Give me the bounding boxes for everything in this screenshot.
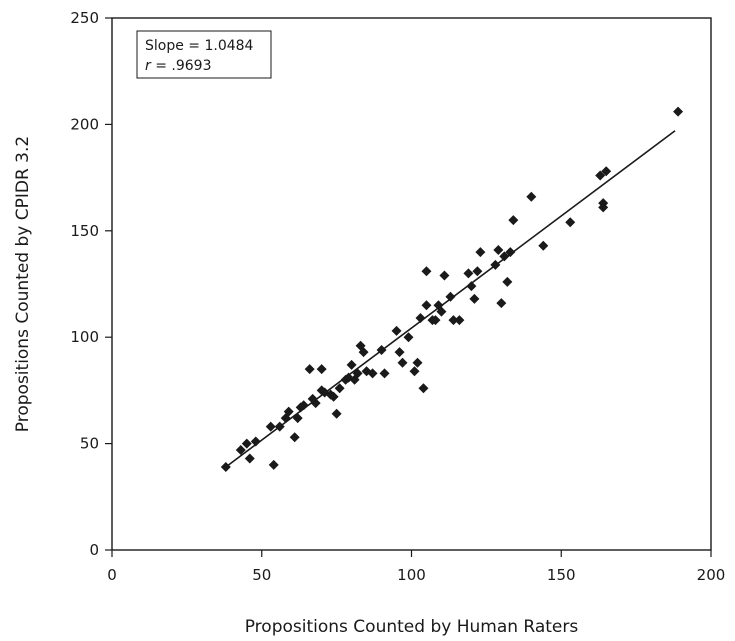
axis-ticks: 0 50 100 150 200 0 50 100 150 200 250: [70, 9, 725, 584]
data-point: [358, 347, 369, 358]
data-point: [316, 364, 327, 375]
data-point: [244, 453, 255, 464]
data-point: [268, 459, 279, 470]
plot-frame: [111, 17, 712, 551]
data-point: [493, 244, 504, 255]
data-point: [412, 357, 423, 368]
data-point: [469, 293, 480, 304]
data-point: [502, 276, 513, 287]
data-point: [334, 383, 345, 394]
data-point: [328, 391, 339, 402]
data-point: [598, 202, 609, 213]
data-point: [298, 400, 309, 411]
data-point: [376, 344, 387, 355]
x-tick-label: 50: [252, 566, 271, 584]
data-point: [475, 247, 486, 258]
data-point: [250, 436, 261, 447]
data-point: [241, 438, 252, 449]
data-point: [490, 259, 501, 270]
data-point: [415, 313, 426, 324]
y-tick-label: 50: [80, 435, 99, 453]
x-axis-title: Propositions Counted by Human Raters: [245, 617, 579, 637]
data-point: [421, 266, 432, 277]
y-tick-label: 100: [70, 328, 99, 346]
data-point: [673, 106, 684, 117]
data-point: [505, 247, 516, 258]
y-axis-title: Propositions Counted by CPIDR 3.2: [13, 136, 33, 432]
data-point: [379, 368, 390, 379]
y-tick-label: 200: [70, 115, 99, 133]
x-tick-label: 150: [547, 566, 576, 584]
data-point: [310, 398, 321, 409]
stats-annotation: Slope = 1.0484 r = .9693: [136, 30, 272, 79]
data-point: [436, 306, 447, 317]
data-point: [352, 368, 363, 379]
data-point: [466, 281, 477, 292]
y-tick-label: 150: [70, 222, 99, 240]
data-point: [346, 359, 357, 370]
data-point: [430, 315, 441, 326]
data-point: [526, 191, 537, 202]
data-point: [403, 332, 414, 343]
data-point: [418, 383, 429, 394]
data-point: [421, 300, 432, 311]
data-point: [508, 215, 519, 226]
data-point: [454, 315, 465, 326]
data-point: [397, 357, 408, 368]
data-point: [565, 217, 576, 228]
data-point: [538, 240, 549, 251]
data-point: [235, 444, 246, 455]
slope-text: Slope = 1.0484: [145, 38, 254, 54]
data-point: [448, 315, 459, 326]
data-point: [292, 413, 303, 424]
annotation-box: [136, 30, 272, 79]
data-point: [367, 368, 378, 379]
y-tick-label: 250: [70, 9, 99, 27]
data-point: [499, 251, 510, 262]
data-point: [409, 366, 420, 377]
data-point: [601, 166, 612, 177]
data-point: [439, 270, 450, 281]
data-point: [283, 406, 294, 417]
plot-area: [111, 17, 712, 551]
data-point: [391, 325, 402, 336]
data-point: [463, 268, 474, 279]
x-tick-label: 100: [397, 566, 426, 584]
r-value: = .9693: [151, 58, 212, 74]
x-tick-label: 0: [107, 566, 117, 584]
data-point: [265, 421, 276, 432]
data-point: [472, 266, 483, 277]
data-point: [331, 408, 342, 419]
data-point: [220, 462, 231, 473]
data-point: [394, 347, 405, 358]
x-tick-label: 200: [697, 566, 726, 584]
data-point: [595, 170, 606, 181]
correlation-text: r = .9693: [145, 58, 211, 74]
data-points: [220, 106, 684, 473]
data-point: [274, 421, 285, 432]
r-symbol: r: [145, 58, 152, 74]
data-point: [445, 291, 456, 302]
y-tick-label: 0: [89, 541, 99, 559]
data-point: [289, 432, 300, 443]
data-point: [496, 298, 507, 309]
data-point: [304, 364, 315, 375]
